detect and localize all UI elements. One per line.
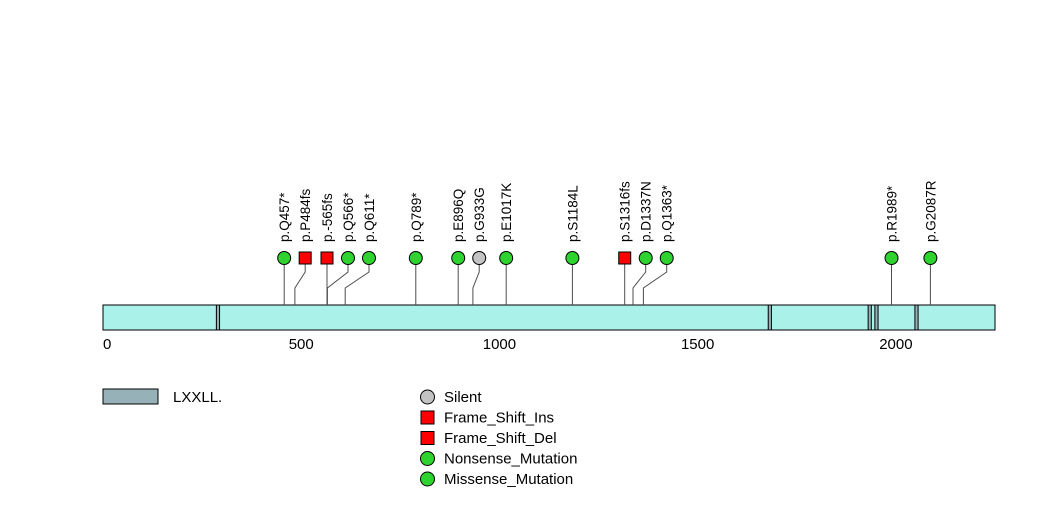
domain-lxxll <box>914 304 919 331</box>
domain-lxxll <box>215 304 221 331</box>
mutation-label: p.R1989* <box>885 185 900 242</box>
mutation-label: p.Q1363* <box>660 184 675 242</box>
mutation-marker-nonsense_mutation <box>408 251 423 265</box>
lollipop-stem <box>326 264 349 305</box>
mutation-label: p.Q611* <box>362 193 377 242</box>
mutation-marker-frame_shift_del <box>298 251 312 265</box>
protein-bar-group <box>102 304 996 331</box>
markers-group <box>277 251 938 265</box>
mutation-marker-missense_mutation <box>565 251 580 265</box>
legend-label: Missense_Mutation <box>444 471 573 488</box>
mutation-label: p.S1184L <box>565 185 580 242</box>
domain-lxxll <box>767 304 772 331</box>
protein-bar <box>102 304 996 331</box>
mutation-marker-frame_shift_del <box>618 251 632 265</box>
mutation-marker-missense_mutation <box>499 251 514 265</box>
mutation-label: p.Q566* <box>341 192 356 242</box>
mutation-label: p.P484fs <box>298 188 313 242</box>
domain-lxxll <box>867 304 872 331</box>
mutation-label: p.E1017K <box>499 183 514 242</box>
x-tick-label: 1000 <box>483 336 516 353</box>
stems-group <box>283 264 931 305</box>
legend-marker-frame_shift_del <box>420 431 435 445</box>
lollipop-stem <box>344 264 370 305</box>
lollipop-stem <box>472 264 480 305</box>
domain-lxxll <box>874 304 879 331</box>
mutation-label: p.Q789* <box>409 192 424 242</box>
mutation-marker-missense_mutation <box>923 251 938 265</box>
legend-marker-nonsense_mutation <box>420 451 435 466</box>
domain-legend-group: LXXLL. <box>102 388 222 406</box>
mutation-marker-frame_shift_ins <box>320 251 334 265</box>
x-tick-label: 2000 <box>879 336 912 353</box>
domain-legend-label: LXXLL. <box>173 389 222 406</box>
mutation-label: p.-565fs <box>320 193 335 242</box>
domain-legend-swatch <box>102 388 159 405</box>
lollipop-stem <box>642 264 668 305</box>
legend-marker-missense_mutation <box>420 471 435 487</box>
x-axis-group: 0 500 1000 1500 2000 <box>103 336 913 353</box>
lollipop-stem <box>294 264 306 305</box>
legend-label: Silent <box>444 389 482 406</box>
x-tick-label: 0 <box>103 336 111 353</box>
mutation-marker-nonsense_mutation <box>340 251 355 265</box>
legend-marker-silent <box>420 389 435 405</box>
mutation-label: p.S1316fs <box>618 181 633 242</box>
legend-label: Nonsense_Mutation <box>444 451 577 468</box>
mutation-label: p.E896Q <box>451 189 466 242</box>
mutation-label: p.G933G <box>472 187 487 242</box>
x-tick-label: 500 <box>289 336 314 353</box>
mutation-marker-missense_mutation <box>638 251 653 265</box>
mutation-labels-group: p.Q457* p.P484fs p.-565fs p.Q566* p.Q611* p.Q… <box>277 180 938 242</box>
legend-label: Frame_Shift_Del <box>444 430 557 447</box>
mutation-legend-group: Silent Frame_Shift_Ins Frame_Shift_Del Nons… <box>420 389 577 488</box>
mutation-marker-nonsense_mutation <box>884 251 899 265</box>
mutation-marker-nonsense_mutation <box>659 251 674 265</box>
mutation-label: p.G2087R <box>923 180 938 242</box>
mutation-marker-nonsense_mutation <box>277 251 292 265</box>
x-tick-label: 1500 <box>681 336 714 353</box>
legend-label: Frame_Shift_Ins <box>444 410 554 427</box>
mutation-marker-silent <box>472 251 487 265</box>
legend-marker-frame_shift_ins <box>420 410 435 425</box>
mutation-label: p.Q457* <box>277 192 292 242</box>
mutation-label: p.D1337N <box>639 181 654 242</box>
lollipop-stem <box>632 264 647 305</box>
mutation-marker-missense_mutation <box>451 251 466 265</box>
mutation-marker-nonsense_mutation <box>361 251 376 265</box>
